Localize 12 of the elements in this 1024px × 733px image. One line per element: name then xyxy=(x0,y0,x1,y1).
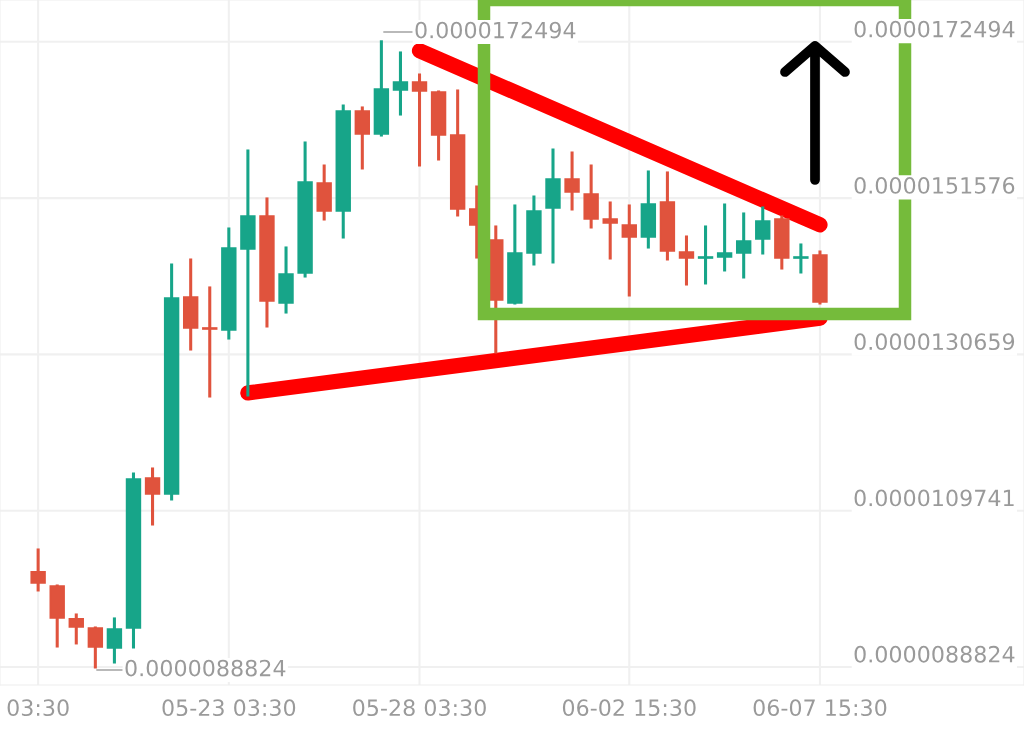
x-tick-label: 05-23 03:30 xyxy=(162,699,296,717)
x-tick-label: 06-02 15:30 xyxy=(562,699,696,717)
annotation: 0.0000088824 xyxy=(125,659,286,677)
x-tick-label: 05-28 03:30 xyxy=(353,699,486,717)
y-tick-label: 0.0000172494 xyxy=(854,20,1015,38)
y-tick-label: 0.0000130659 xyxy=(854,333,1015,351)
x-tick-label: 06-07 15:30 xyxy=(753,699,887,717)
x-tick-label: 03:30 xyxy=(7,699,69,717)
annotation: 0.0000172494 xyxy=(415,21,576,39)
y-tick-label: 0.0000088824 xyxy=(854,645,1015,663)
y-tick-label: 0.0000109741 xyxy=(854,489,1014,507)
y-tick-label: 0.0000151576 xyxy=(854,176,1015,194)
